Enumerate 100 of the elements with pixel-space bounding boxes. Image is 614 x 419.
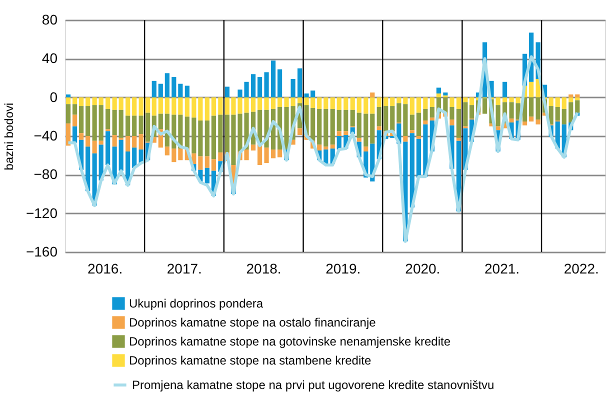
bar	[330, 108, 335, 145]
bar	[178, 148, 183, 160]
bar	[250, 97, 256, 112]
bar	[317, 144, 322, 150]
bar	[562, 97, 566, 109]
bar	[270, 97, 276, 109]
bar	[317, 108, 322, 145]
bar	[270, 150, 276, 158]
bar	[562, 108, 566, 124]
y-tick-label: −80	[34, 166, 58, 182]
bar	[344, 97, 348, 110]
bar	[264, 148, 269, 164]
bar	[436, 93, 441, 98]
bar	[496, 126, 500, 130]
bar	[106, 108, 110, 130]
bar	[146, 112, 150, 142]
bar	[72, 126, 78, 143]
bar	[164, 73, 170, 98]
bar	[403, 136, 408, 142]
bar	[356, 97, 362, 113]
bar	[112, 97, 117, 110]
bar	[390, 97, 395, 106]
bar	[118, 140, 124, 171]
bar	[416, 136, 421, 139]
bar	[548, 97, 554, 106]
bar	[172, 97, 176, 115]
x-tick-label: 2021.	[484, 260, 520, 276]
bar	[324, 108, 328, 147]
x-tick-label: 2018.	[246, 260, 282, 276]
bar	[152, 80, 156, 98]
bar	[98, 105, 104, 141]
bar	[376, 107, 382, 126]
bar	[112, 110, 117, 136]
bar	[138, 116, 144, 134]
bar	[112, 135, 117, 147]
bar	[384, 97, 388, 106]
bar	[469, 97, 474, 106]
bar	[364, 114, 368, 147]
bar	[106, 97, 110, 109]
bar	[469, 105, 474, 119]
y-tick-label: −120	[26, 204, 58, 221]
legend-label: Doprinos kamatne stope na gotovinske nenamjenske kredite	[129, 334, 451, 348]
bar	[403, 97, 408, 104]
bar	[158, 114, 163, 130]
bar	[257, 77, 262, 98]
bar	[529, 116, 534, 122]
bar	[410, 114, 414, 130]
bar	[277, 97, 282, 107]
bar	[416, 112, 421, 136]
bar	[86, 97, 90, 106]
bar	[430, 97, 434, 107]
bar	[529, 82, 534, 98]
bar	[297, 68, 302, 98]
y-tick-label: 40	[42, 50, 58, 66]
bar	[204, 168, 210, 184]
bar	[277, 150, 282, 158]
x-tick-label: 2016.	[88, 260, 123, 276]
bar	[350, 97, 355, 110]
x-tick-label: 2020.	[405, 260, 440, 276]
legend-label: Doprinos kamatne stope na stambene kredite	[129, 354, 372, 368]
bar	[158, 84, 163, 98]
bar	[211, 97, 216, 116]
bar	[66, 123, 71, 146]
bar	[364, 97, 368, 114]
bar	[330, 97, 335, 109]
bar	[336, 131, 342, 136]
y-tick-label: 80	[42, 12, 58, 28]
bar	[548, 106, 554, 124]
bar	[396, 97, 402, 104]
y-axis-title: bazni bodovi	[2, 102, 16, 170]
bar	[264, 72, 269, 98]
bar	[192, 118, 196, 154]
bar	[172, 77, 176, 98]
bar	[184, 97, 190, 117]
legend-label: Promjena kamatne stope na prvi put ugovorene kredite stanovništvu	[132, 378, 494, 392]
bar	[330, 144, 335, 149]
bar	[204, 120, 210, 156]
bar	[450, 97, 454, 107]
bar	[138, 97, 144, 116]
bar	[568, 102, 574, 122]
bar	[356, 112, 362, 138]
bar	[297, 128, 302, 136]
bar	[423, 108, 428, 121]
bar	[198, 120, 203, 156]
bar	[324, 150, 328, 164]
bar	[450, 107, 454, 120]
bar	[344, 110, 348, 132]
y-tick-label: 0	[50, 88, 58, 105]
bar	[396, 103, 402, 122]
bar	[336, 97, 342, 110]
legend-label: Doprinos kamatne stope na ostalo financiranje	[129, 316, 376, 330]
bar	[218, 114, 223, 152]
bar	[456, 108, 461, 138]
x-tick-label: 2017.	[166, 260, 202, 276]
bar	[436, 88, 441, 94]
bar	[575, 100, 580, 113]
bar	[158, 97, 163, 114]
bar	[164, 97, 170, 114]
bar	[172, 148, 176, 162]
bar	[370, 92, 375, 98]
